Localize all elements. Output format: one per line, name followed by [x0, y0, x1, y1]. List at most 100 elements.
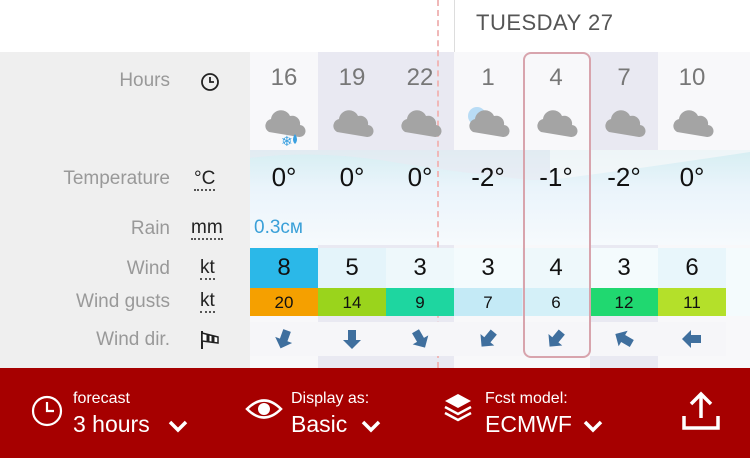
day-divider-line	[454, 0, 455, 52]
temperature: 0°	[271, 162, 297, 192]
wind-speed: 3	[481, 254, 495, 281]
gust-cell	[454, 288, 522, 316]
model-selector[interactable]: ECMWF	[485, 411, 572, 437]
gust-speed: 9	[415, 293, 425, 312]
temperature: -1°	[539, 162, 573, 192]
wind-arrow	[342, 328, 362, 350]
share-button[interactable]	[680, 390, 722, 432]
wind-arrow	[410, 328, 430, 350]
rain-value: 0.3см	[254, 217, 303, 238]
weather-icon	[667, 104, 717, 148]
wind-cell	[386, 248, 454, 288]
gust-speed: 11	[683, 293, 701, 312]
gust-speed: 7	[483, 293, 493, 312]
temp-curve	[250, 150, 750, 182]
hour: 19	[338, 64, 366, 91]
eye-icon[interactable]	[245, 396, 283, 422]
wind-speed: 3	[413, 254, 427, 281]
weather-icon	[327, 104, 377, 148]
chevron[interactable]	[582, 418, 604, 434]
unit: °C	[194, 168, 216, 191]
temperature: -2°	[471, 162, 505, 192]
unit: kt	[200, 257, 215, 280]
hour: 16	[270, 64, 298, 91]
weather-icon: ❄	[259, 104, 309, 149]
gust-speed: 14	[342, 293, 362, 312]
wind-arrow	[546, 328, 566, 350]
chevron[interactable]	[360, 418, 382, 434]
temperature: 0°	[679, 162, 705, 192]
gust-cell	[658, 288, 726, 316]
unit: kt	[200, 290, 215, 313]
gust-cell	[250, 288, 318, 316]
midnight-line	[437, 0, 439, 368]
footer-label: Fcst model:	[485, 390, 568, 407]
row-label: Wind dir.	[96, 329, 170, 350]
layers-icon[interactable]	[443, 392, 473, 426]
wind-cell	[454, 248, 522, 288]
wind-cell	[590, 248, 658, 288]
day-header: TUESDAY 27	[476, 10, 614, 35]
temperature: 0°	[407, 162, 433, 192]
gust-cell	[590, 288, 658, 316]
wind-arrow	[412, 329, 429, 348]
wind-speed: 6	[685, 254, 699, 281]
hour: 10	[678, 64, 706, 91]
wind-speed: 5	[345, 254, 359, 281]
weather-icon	[531, 104, 581, 148]
hour: 7	[617, 64, 631, 91]
wind-arrow	[615, 330, 634, 347]
wind-arrow	[275, 329, 293, 349]
forecast-grid: 16 ❄ 0° 8 20 19 0° 5 14 22 0° 3 9 1 -2° 3 7 4 -1° 4 6 7 -2° 3 12…	[250, 0, 750, 368]
label-panel	[0, 52, 250, 368]
weather-icon	[537, 110, 578, 138]
wind-arrow	[478, 328, 498, 350]
wind-speed: 4	[549, 254, 563, 281]
wind-arrow	[274, 328, 294, 350]
temperature: -2°	[607, 162, 641, 192]
hour: 4	[549, 64, 563, 91]
gust-cell	[522, 288, 590, 316]
clock-icon	[201, 73, 219, 91]
windsock-icon	[201, 331, 219, 349]
display-selector[interactable]: Basic	[291, 411, 348, 437]
top-bar	[0, 0, 750, 52]
row-label: Wind	[126, 258, 170, 279]
footer-bar: forecast 3 hours Display as: Basic Fcst …	[0, 368, 750, 458]
selected-column	[523, 52, 591, 358]
hour: 1	[481, 64, 495, 91]
weather-icon	[401, 110, 442, 138]
temperature-band-curve	[250, 150, 750, 182]
footer-label: forecast	[73, 390, 130, 407]
wind-speed: 3	[617, 254, 631, 281]
hour: 22	[406, 64, 434, 91]
wind-arrow	[682, 328, 702, 350]
footer-label: Display as:	[291, 390, 370, 407]
unit: mm	[191, 217, 223, 240]
wind-arrow	[614, 328, 634, 350]
wind-arrow	[548, 329, 565, 347]
wind-cell	[250, 248, 318, 288]
row-label: Wind gusts	[76, 291, 170, 312]
wind-arrow	[480, 329, 497, 347]
gust-cell	[386, 288, 454, 316]
chevron[interactable]	[167, 418, 189, 434]
row-label: Temperature	[63, 168, 170, 189]
temperature: 0°	[339, 162, 365, 192]
wind-cell	[318, 248, 386, 288]
gust-speed: 20	[274, 293, 294, 312]
gust-speed: 12	[614, 293, 634, 312]
row-label: Hours	[119, 70, 170, 91]
weather-icon	[463, 104, 513, 148]
weather-icon	[605, 110, 646, 138]
gust-cell	[318, 288, 386, 316]
weather-icon	[468, 107, 510, 138]
weather-icon	[333, 110, 374, 138]
clock-icon[interactable]	[30, 394, 64, 428]
gust-speed: 6	[551, 293, 561, 312]
wind-arrow	[682, 330, 701, 348]
wind-cell	[726, 248, 750, 316]
weather-icon	[673, 110, 714, 138]
forecast-selector[interactable]: 3 hours	[73, 411, 150, 437]
